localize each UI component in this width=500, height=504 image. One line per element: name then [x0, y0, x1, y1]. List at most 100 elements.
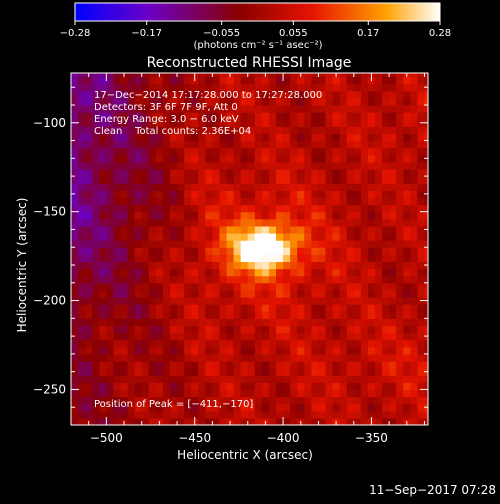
heatmap-cell: [169, 311, 178, 319]
heatmap-cell: [205, 254, 213, 263]
heatmap-cell: [311, 119, 320, 127]
heatmap-cell: [191, 176, 199, 184]
heatmap-cell: [92, 261, 100, 270]
heatmap-cell: [360, 97, 369, 106]
heatmap-cell: [184, 304, 192, 312]
heatmap-cell: [410, 382, 418, 391]
heatmap-cell: [276, 346, 284, 355]
heatmap-cell: [346, 396, 355, 405]
heatmap-cell: [311, 105, 320, 113]
heatmap-cell: [396, 190, 404, 199]
heatmap-cell: [276, 275, 284, 284]
heatmap-cell: [148, 211, 157, 220]
heatmap-cell: [162, 325, 171, 334]
heatmap-cell: [99, 147, 107, 156]
heatmap-cell: [353, 339, 362, 348]
heatmap-cell: [353, 105, 362, 113]
heatmap-cell: [261, 240, 270, 248]
heatmap-cell: [177, 119, 185, 127]
heatmap-cell: [226, 275, 235, 284]
heatmap-cell: [254, 225, 263, 234]
heatmap-cell: [339, 183, 348, 191]
heatmap-cell: [198, 311, 206, 319]
heatmap-cell: [85, 176, 93, 184]
heatmap-cell: [212, 183, 221, 191]
heatmap-cell: [85, 396, 93, 405]
heatmap-cell: [389, 282, 397, 291]
heatmap-cell: [219, 325, 228, 334]
heatmap-cell: [92, 90, 100, 99]
heatmap-cell: [198, 154, 206, 163]
heatmap-cell: [71, 105, 79, 113]
heatmap-cell: [184, 297, 192, 305]
heatmap-cell: [353, 304, 362, 312]
heatmap-cell: [261, 282, 270, 291]
heatmap-cell: [177, 268, 185, 277]
heatmap-cell: [134, 382, 143, 391]
heatmap-cell: [410, 183, 418, 191]
heatmap-cell: [205, 353, 213, 362]
heatmap-cell: [71, 375, 79, 383]
heatmap-cell: [141, 105, 150, 113]
heatmap-cell: [92, 83, 100, 92]
heatmap-cell: [177, 83, 185, 92]
heatmap-cell: [304, 368, 312, 376]
heatmap-cell: [226, 311, 235, 319]
heatmap-cell: [396, 368, 404, 376]
colorbar-tick-label: 0.28: [429, 28, 451, 39]
heatmap-cell: [141, 176, 150, 184]
heatmap-cell: [198, 126, 206, 135]
heatmap-cell: [85, 275, 93, 284]
heatmap-cell: [332, 396, 341, 405]
axis-ticks: −500 −450 −400 −350−100−150−200−250: [33, 73, 428, 445]
heatmap-cell: [106, 254, 115, 263]
heatmap-cell: [226, 389, 235, 398]
heatmap-cell: [177, 190, 185, 199]
heatmap-cell: [85, 247, 93, 255]
heatmap-cell: [254, 211, 263, 220]
heatmap-cell: [247, 254, 256, 263]
heatmap-cell: [198, 403, 206, 412]
heatmap-cell: [127, 233, 136, 241]
heatmap-cell: [212, 346, 221, 355]
heatmap-cell: [134, 197, 143, 206]
heatmap-cell: [198, 297, 206, 305]
heatmap-cell: [71, 76, 79, 85]
heatmap-cell: [127, 389, 136, 398]
heatmap-cell: [353, 240, 362, 248]
heatmap-cell: [205, 417, 213, 425]
heatmap-cell: [198, 261, 206, 270]
heatmap-cell: [367, 190, 376, 199]
heatmap-cell: [106, 218, 115, 227]
heatmap-cell: [283, 368, 291, 376]
heatmap-cell: [169, 233, 178, 241]
heatmap-cell: [205, 161, 213, 170]
heatmap-cell: [162, 73, 171, 78]
heatmap-cell: [120, 140, 129, 149]
heatmap-cell: [360, 240, 369, 248]
heatmap-cell: [226, 282, 235, 291]
heatmap-cell: [339, 254, 348, 263]
heatmap-cell: [177, 225, 185, 234]
heatmap-cell: [346, 105, 355, 113]
heatmap-cell: [85, 325, 93, 334]
heatmap-cell: [184, 119, 192, 127]
heatmap-cell: [240, 240, 249, 248]
heatmap-cell: [92, 73, 100, 78]
heatmap-cell: [360, 169, 369, 177]
heatmap-cell: [127, 76, 136, 85]
heatmap-cell: [290, 218, 298, 227]
heatmap-cell: [360, 396, 369, 405]
heatmap-cell: [410, 140, 418, 149]
heatmap-cell: [184, 261, 192, 270]
heatmap-cell: [396, 197, 404, 206]
heatmap-cell: [346, 275, 355, 284]
heatmap-cell: [353, 297, 362, 305]
heatmap-cell: [332, 83, 341, 92]
heatmap-cell: [396, 268, 404, 277]
heatmap-cell: [325, 97, 334, 106]
heatmap-cell: [127, 396, 136, 405]
heatmap-cell: [127, 361, 136, 369]
heatmap-cell: [389, 105, 397, 113]
heatmap-cell: [332, 368, 341, 376]
